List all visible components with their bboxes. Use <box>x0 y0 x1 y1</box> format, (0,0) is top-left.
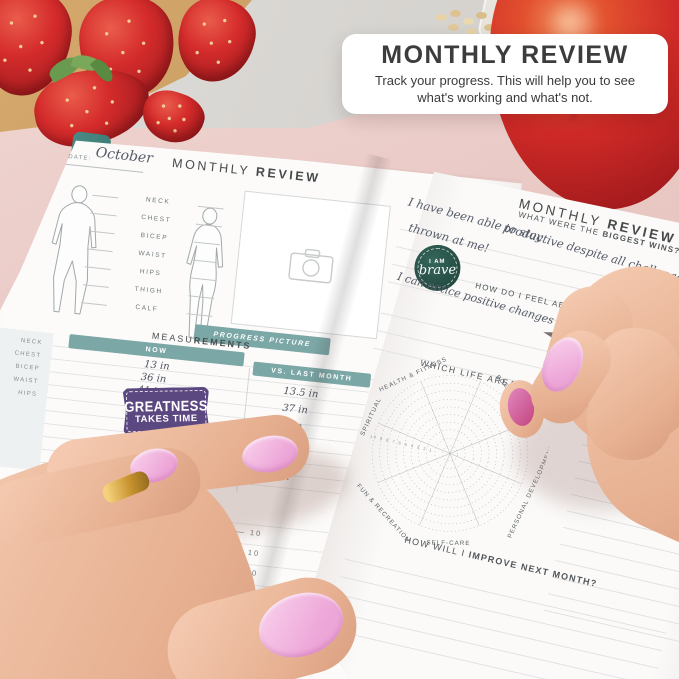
body-figure-male <box>51 185 97 315</box>
sticker-line1: GREATNESS <box>124 396 209 415</box>
card-subtitle: Track your progress. This will help you … <box>374 73 636 105</box>
wheel-scale-numbers: 10 9 8 7 6 5 4 3 2 1 <box>370 434 434 453</box>
monthly-review-card: MONTHLY REVIEW Track your progress. This… <box>342 34 668 114</box>
wheel-label-health-fitness: HEALTH & FITNESS <box>378 356 448 394</box>
left-page: DATE: October MONTHLY REVIEW NECK CHEST … <box>0 125 522 679</box>
column-header-now-label: NOW <box>145 345 168 355</box>
camera-icon <box>288 248 334 284</box>
wheel-label-spiritual: SPIRITUAL <box>359 397 383 437</box>
card-title: MONTHLY REVIEW <box>381 41 629 70</box>
wheel-label-self-care: SELF-CARE <box>426 539 470 547</box>
oats <box>436 14 447 21</box>
